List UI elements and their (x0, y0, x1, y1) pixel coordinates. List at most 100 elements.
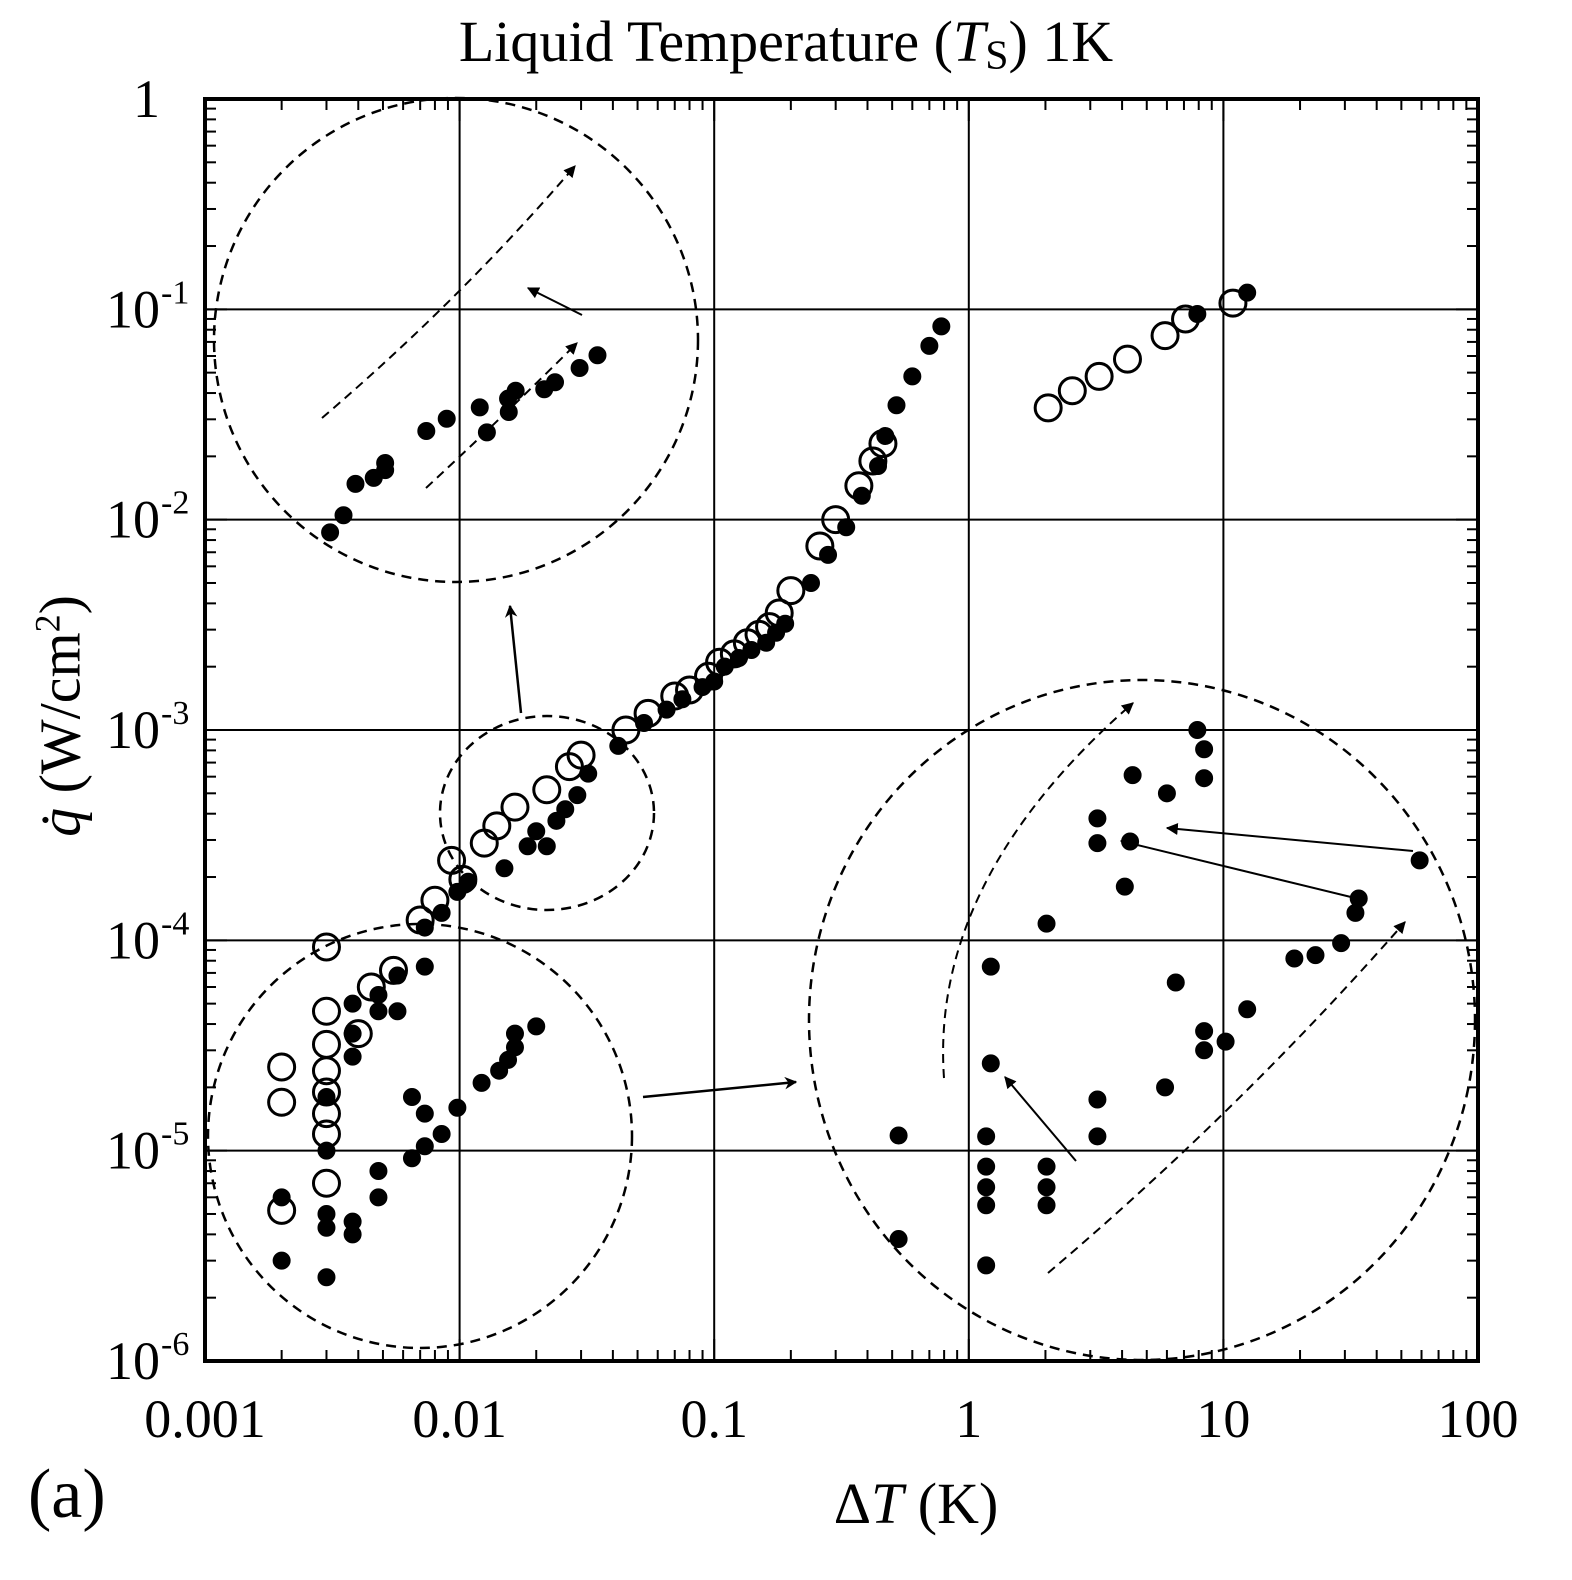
mid-range-inset-point (1121, 832, 1140, 851)
filled-data-point (317, 1087, 336, 1106)
open-data-point (532, 775, 562, 805)
mid-range-inset-point (1123, 766, 1142, 785)
filled-data-point (388, 1002, 407, 1021)
zoom-circle-bottom-right (807, 678, 1477, 1362)
y-tick-label: 1 (133, 69, 160, 129)
open-data-point (267, 1052, 297, 1082)
filled-data-point (388, 966, 407, 985)
filled-data-point (837, 518, 856, 537)
open-data-point (805, 531, 835, 561)
panel-label: (a) (28, 1456, 106, 1533)
open-data-point (482, 811, 512, 841)
pointer-arrow-far-lower (1119, 837, 1356, 899)
filled-data-point (1238, 283, 1257, 302)
mid-range-inset-point (1088, 834, 1107, 853)
filled-data-point (887, 396, 906, 415)
mid-range-inset-point (889, 1230, 908, 1249)
mid-range-inset-point (981, 957, 1000, 976)
x-tick-label: 0.001 (144, 1389, 266, 1449)
filled-data-point (369, 1002, 388, 1021)
open-data-point (311, 1168, 341, 1198)
mid-range-inset-point (977, 1256, 996, 1275)
y-tick-label: 10 (106, 279, 160, 339)
filled-data-point (343, 1024, 362, 1043)
filled-data-point (819, 545, 838, 564)
mid-range-inset-point (977, 1157, 996, 1176)
filled-data-point (343, 1047, 362, 1066)
zoom-circle-bottom-left (206, 922, 634, 1350)
open-data-point (500, 792, 530, 822)
filled-data-point (415, 918, 434, 937)
filled-data-point (495, 859, 514, 878)
mid-range-inset-point (1306, 946, 1325, 965)
x-tick-label: 100 (1438, 1389, 1519, 1449)
low-heat-inset-point (477, 423, 496, 442)
mid-range-inset-point (889, 1126, 908, 1145)
filled-data-point (903, 367, 922, 386)
y-tick-label: 10 (106, 1331, 160, 1391)
open-data-point (1150, 321, 1180, 351)
filled-data-point (920, 336, 939, 355)
filled-data-point (272, 1251, 291, 1270)
open-data-point (1033, 393, 1063, 423)
mid-range-inset-point (981, 1054, 1000, 1073)
filled-data-point (402, 1087, 421, 1106)
y-tick-label: 10 (106, 1121, 160, 1181)
mid-range-inset-point (1037, 1157, 1056, 1176)
filled-data-point (343, 1212, 362, 1231)
x-tick-label: 0.01 (412, 1389, 507, 1449)
mid-range-inset-point (1037, 914, 1056, 933)
chart-title: Liquid Temperature (TS) 1K (458, 9, 1114, 79)
filled-data-point (317, 1268, 336, 1287)
low-heat-inset-point (376, 453, 395, 472)
trend-arrow-upper (321, 165, 576, 419)
filled-data-point (518, 837, 537, 856)
mid-range-inset-point (1088, 809, 1107, 828)
open-data-point (311, 1056, 341, 1086)
callout-arrow-right (642, 1076, 798, 1099)
filled-data-point (343, 994, 362, 1013)
filled-data-point (402, 1149, 421, 1168)
pointer-arrow-top (526, 287, 583, 316)
filled-data-point (448, 1098, 467, 1117)
mid-range-inset-point (1216, 1032, 1235, 1051)
zoom-circle-source-mid (438, 714, 656, 912)
filled-data-point (635, 713, 654, 732)
low-heat-inset-point (499, 403, 518, 422)
low-heat-inset-point (470, 398, 489, 417)
y-tick-exponent: -2 (161, 485, 189, 522)
filled-data-point (432, 1125, 451, 1144)
pointer-arrow-far-upper (1165, 823, 1414, 852)
x-axis-label: ΔT (K) (833, 1471, 999, 1536)
open-data-point (858, 446, 888, 476)
low-heat-inset-point (546, 373, 565, 392)
y-tick-label: 10 (106, 700, 160, 760)
mid-range-inset-point (1115, 877, 1134, 896)
filled-data-point (415, 1137, 434, 1156)
filled-data-point (472, 1073, 491, 1092)
zoom-circle-top-left (212, 96, 700, 584)
filled-data-point (369, 1162, 388, 1181)
open-data-point (776, 576, 806, 606)
mid-range-inset-point (1088, 1127, 1107, 1146)
mid-range-inset-point (1195, 1041, 1214, 1060)
mid-range-inset-point (1157, 784, 1176, 803)
filled-data-point (317, 1204, 336, 1223)
filled-data-point (505, 1024, 524, 1043)
mid-range-inset-point (977, 1178, 996, 1197)
mid-range-inset-point (1238, 1000, 1257, 1019)
low-heat-inset-point (588, 346, 607, 365)
mid-range-inset-point (1156, 1078, 1175, 1097)
low-heat-inset-point (417, 421, 436, 440)
low-heat-inset-point (334, 506, 353, 525)
grid-lines (205, 99, 1478, 1361)
y-tick-exponent: -1 (161, 274, 189, 311)
y-axis-label: q̇ (W/cm2) (27, 595, 93, 837)
open-data-point (311, 932, 341, 962)
filled-data-point (415, 1104, 434, 1123)
mid-range-inset-point (1332, 934, 1351, 953)
filled-data-point (369, 985, 388, 1004)
y-tick-exponent: -3 (161, 695, 189, 732)
